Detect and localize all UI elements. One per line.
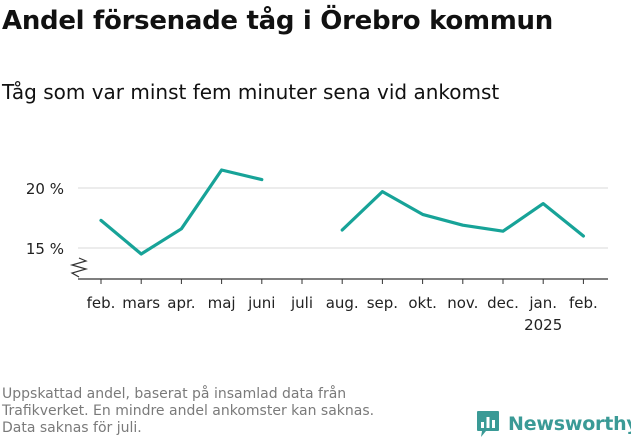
footnote-line: Data saknas för juli. [2,420,142,436]
x-tick-label: feb. [87,294,116,312]
x-tick-label: mars [122,294,160,312]
y-tick-label: 20 % [26,180,64,198]
x-tick-label: dec. [487,294,519,312]
series-line-segment [340,190,586,238]
line-chart: 15 % 20 % feb. mars apr. maj juni juli aug. sep.… [26,168,608,334]
x-tick-label: feb. [569,294,598,312]
x-axis [69,257,608,284]
axis-break-icon [69,257,89,278]
x-axis-tick-labels: feb. mars apr. maj juni juli aug. sep. okt. nov. d… [87,294,598,334]
brand-name: Newsworthy [508,413,631,435]
bar-chart-logo-icon [477,411,499,437]
y-tick-label: 15 % [26,240,64,258]
x-tick-label: maj [208,294,236,312]
x-tick-label: jan. [528,294,557,312]
x-tick-label: juni [247,294,275,312]
x-tick-label: aug. [326,294,359,312]
footnote-line: Uppskattad andel, baserat på insamlad da… [2,386,347,402]
y-axis-tick-labels: 15 % 20 % [26,180,64,258]
x-tick-label: nov. [447,294,478,312]
footnote: Uppskattad andel, baserat på insamlad da… [2,386,442,437]
x-year-label: 2025 [524,316,562,334]
x-tick-label: juli [290,294,313,312]
chart-subtitle: Tåg som var minst fem minuter sena vid a… [2,80,500,104]
x-tick-label: okt. [408,294,437,312]
footnote-line: Trafikverket. En mindre andel ankomster … [2,403,375,419]
gridlines [78,187,608,249]
series-line-segment [99,168,264,256]
chart-title: Andel försenade tåg i Örebro kommun [2,6,553,36]
x-tick-label: apr. [167,294,195,312]
series-lines [99,168,586,256]
x-tick-label: sep. [367,294,398,312]
brand-logo: Newsworthy [476,409,631,439]
